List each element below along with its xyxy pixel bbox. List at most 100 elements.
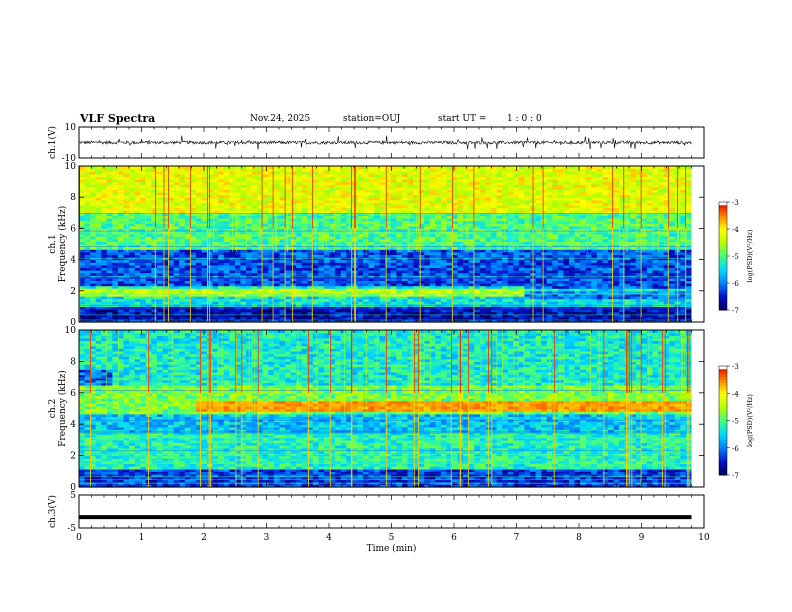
ch1-cell — [474, 220, 481, 224]
ch1-cell — [184, 246, 191, 250]
ch1-cell — [357, 272, 364, 276]
ch1-cell — [385, 184, 392, 188]
ch1-cell — [79, 267, 86, 271]
ch1-cell — [240, 202, 247, 206]
ch1-cell — [212, 184, 219, 188]
ch1-cell — [407, 251, 414, 255]
ch1-cell — [301, 298, 308, 302]
ch1-cell — [379, 298, 386, 302]
ch1-cell — [324, 254, 331, 258]
ch1-cell — [129, 210, 136, 214]
ch1-cell — [296, 194, 303, 198]
ch1-cell — [262, 194, 269, 198]
ch1-cell — [101, 228, 108, 232]
ch1-cell — [168, 301, 175, 305]
ch1-cell — [474, 228, 481, 232]
ch1-cell — [173, 194, 180, 198]
ch1-cell — [129, 199, 136, 203]
ch1-cell — [374, 171, 381, 175]
ch1-cell — [479, 210, 487, 214]
ch1-cell — [184, 244, 191, 248]
ch1-cell — [195, 184, 203, 188]
ch1-cell — [95, 238, 102, 242]
ch1-cell — [273, 272, 281, 276]
ch1-cell — [396, 249, 403, 253]
ch1-cell — [240, 194, 247, 198]
ch1-cell — [246, 311, 253, 315]
ch1-cell — [257, 306, 264, 310]
ch1-cell — [385, 166, 392, 170]
ch1-cell — [307, 296, 314, 300]
ch1-cell — [368, 176, 375, 180]
ch1-cell — [513, 192, 520, 196]
ch1-cell — [312, 233, 320, 237]
ch1-cell — [324, 225, 331, 229]
ch1-cell — [324, 301, 331, 305]
ch1-cell — [223, 186, 230, 190]
ch1-cell — [129, 181, 136, 185]
ch1-cell — [507, 254, 514, 258]
ch1-cell — [212, 306, 219, 310]
ch1-cell — [140, 280, 147, 284]
ch1-cell — [117, 181, 125, 185]
ch1-cell — [362, 285, 370, 289]
ch1-cell — [457, 254, 464, 258]
ch1-cell — [129, 270, 136, 274]
ch1-cell — [240, 223, 247, 227]
ch1-cell — [184, 168, 191, 172]
ch1-cell — [329, 298, 336, 302]
ch1-cell — [101, 316, 108, 320]
ch1-cell — [424, 228, 431, 232]
ch1-cell — [268, 290, 275, 294]
ch1-cell — [112, 236, 119, 240]
ch1-cell — [468, 184, 475, 188]
ch1-cell — [229, 293, 236, 297]
ch1-cell — [106, 168, 114, 172]
ch1-cell — [379, 280, 386, 284]
ch1-cell — [435, 179, 442, 183]
ch1-cell — [145, 189, 152, 193]
ch1-cell — [502, 264, 509, 268]
ch1-cell — [145, 166, 152, 170]
ch1-cell — [190, 218, 197, 222]
ch1-cell — [223, 166, 230, 170]
ch1-cell — [507, 168, 514, 172]
ch1-cell — [401, 166, 409, 170]
ch1-cell — [513, 176, 520, 180]
ch1-cell — [301, 272, 308, 276]
ch1-cell — [134, 202, 141, 206]
ch1-cell — [151, 205, 158, 209]
ch1-cell — [518, 168, 526, 172]
ch1-cell — [201, 186, 208, 190]
ch1-cell — [374, 199, 381, 203]
ch1-cell — [117, 212, 125, 216]
ch1-cell — [418, 184, 425, 188]
ch1-cell — [312, 181, 320, 185]
ch1-cell — [379, 275, 386, 279]
ch1-cell — [207, 285, 214, 289]
ch1-cell — [318, 306, 325, 310]
ch1-cell — [357, 171, 364, 175]
ch1-cell — [440, 218, 448, 222]
ch1-cell — [123, 173, 130, 177]
ch1-cell — [123, 298, 130, 302]
ch1-cell — [134, 316, 141, 320]
ch1-cell — [251, 309, 258, 313]
ch1-cell — [106, 246, 114, 250]
ch1-cell — [117, 233, 125, 237]
ch1-cell — [79, 218, 86, 222]
ch1-cell — [407, 194, 414, 198]
ch1-cell — [285, 270, 292, 274]
ch1-cell — [396, 314, 403, 318]
ch1-cell — [117, 259, 125, 263]
ch1-cell — [424, 218, 431, 222]
ch1-cell — [246, 264, 253, 268]
ch1-cell — [151, 246, 158, 250]
ch1-cell — [496, 210, 503, 214]
ch1-cell — [168, 246, 175, 250]
ch1-cell — [207, 212, 214, 216]
ch1-cell — [301, 293, 308, 297]
ch1-cell — [251, 277, 258, 281]
ch1-cell — [156, 270, 164, 274]
ch1-cell — [429, 241, 436, 245]
